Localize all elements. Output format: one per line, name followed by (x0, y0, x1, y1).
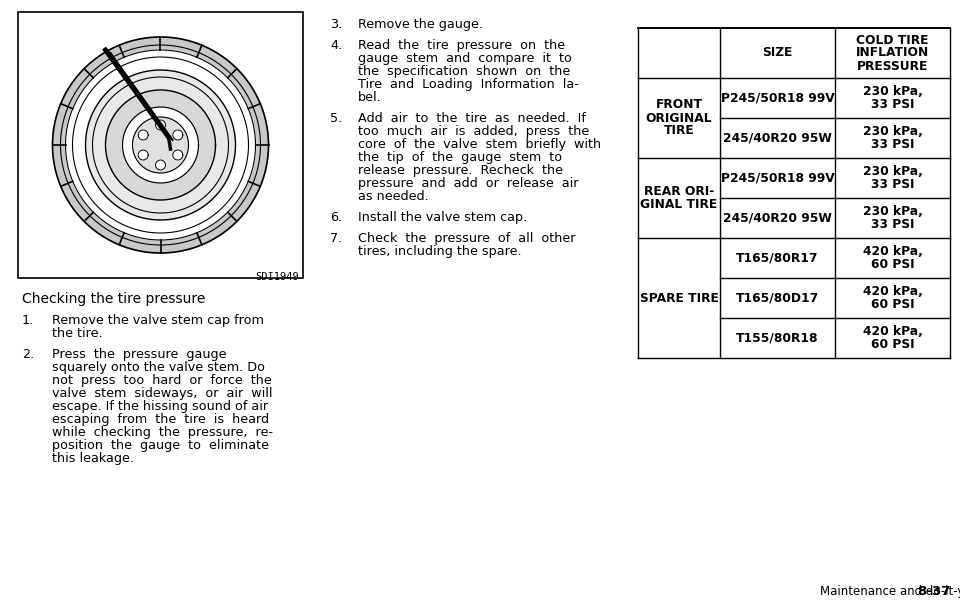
Text: SIZE: SIZE (762, 46, 793, 59)
Text: 230 kPa,: 230 kPa, (863, 205, 923, 218)
Text: REAR ORI-: REAR ORI- (644, 185, 714, 198)
Text: escaping  from  the  tire  is  heard: escaping from the tire is heard (52, 413, 269, 426)
Text: the  tip  of  the  gauge  stem  to: the tip of the gauge stem to (358, 151, 563, 164)
Text: 1.: 1. (22, 314, 35, 327)
Bar (18, 12, 303, 278)
Text: 230 kPa,: 230 kPa, (863, 125, 923, 138)
Polygon shape (173, 150, 182, 160)
Polygon shape (138, 130, 148, 140)
Text: 8-37: 8-37 (917, 585, 950, 598)
Text: COLD TIRE: COLD TIRE (856, 34, 928, 46)
Text: 230 kPa,: 230 kPa, (863, 165, 923, 178)
Text: 420 kPa,: 420 kPa, (863, 245, 923, 258)
Text: Read  the  tire  pressure  on  the: Read the tire pressure on the (358, 39, 565, 52)
Text: 60 PSI: 60 PSI (871, 258, 914, 271)
Polygon shape (173, 130, 182, 140)
Text: 33 PSI: 33 PSI (871, 138, 914, 151)
Text: T155/80R18: T155/80R18 (736, 332, 819, 345)
Text: T165/80D17: T165/80D17 (736, 291, 819, 304)
Text: position  the  gauge  to  eliminate: position the gauge to eliminate (52, 439, 269, 452)
Text: SPARE TIRE: SPARE TIRE (639, 291, 718, 304)
Text: valve  stem  sideways,  or  air  will: valve stem sideways, or air will (52, 387, 273, 400)
Polygon shape (123, 107, 199, 183)
Text: too  much  air  is  added,  press  the: too much air is added, press the (358, 125, 589, 138)
Text: the  specification  shown  on  the: the specification shown on the (358, 65, 570, 78)
Polygon shape (156, 120, 165, 130)
Text: Add  air  to  the  tire  as  needed.  If: Add air to the tire as needed. If (358, 112, 586, 125)
Text: INFLATION: INFLATION (856, 46, 929, 59)
Text: 420 kPa,: 420 kPa, (863, 325, 923, 338)
Text: Press  the  pressure  gauge: Press the pressure gauge (52, 348, 227, 361)
Text: tires, including the spare.: tires, including the spare. (358, 245, 521, 258)
Text: this leakage.: this leakage. (52, 452, 134, 465)
Text: while  checking  the  pressure,  re-: while checking the pressure, re- (52, 426, 273, 439)
Text: escape. If the hissing sound of air: escape. If the hissing sound of air (52, 400, 268, 413)
Text: 60 PSI: 60 PSI (871, 298, 914, 311)
Text: Maintenance and do-it-yourself: Maintenance and do-it-yourself (820, 585, 960, 598)
Polygon shape (138, 150, 148, 160)
Polygon shape (65, 50, 255, 240)
Text: T165/80R17: T165/80R17 (736, 252, 819, 265)
Text: Remove the valve stem cap from: Remove the valve stem cap from (52, 314, 264, 327)
Text: FRONT: FRONT (656, 98, 703, 111)
Text: 6.: 6. (330, 211, 342, 224)
Text: TIRE: TIRE (663, 125, 694, 137)
Text: 60 PSI: 60 PSI (871, 338, 914, 351)
Polygon shape (156, 160, 165, 170)
Text: 3.: 3. (330, 18, 343, 31)
Text: bel.: bel. (358, 91, 382, 104)
Polygon shape (132, 117, 188, 173)
Text: 4.: 4. (330, 39, 342, 52)
Text: P245/50R18 99V: P245/50R18 99V (721, 172, 834, 185)
Text: Check  the  pressure  of  all  other: Check the pressure of all other (358, 232, 575, 245)
Text: 230 kPa,: 230 kPa, (863, 85, 923, 98)
Text: Checking the tire pressure: Checking the tire pressure (22, 292, 205, 306)
Text: 33 PSI: 33 PSI (871, 178, 914, 191)
Text: 245/40R20 95W: 245/40R20 95W (723, 211, 832, 224)
Text: release  pressure.  Recheck  the: release pressure. Recheck the (358, 164, 563, 177)
Text: Remove the gauge.: Remove the gauge. (358, 18, 483, 31)
Text: PRESSURE: PRESSURE (857, 59, 928, 73)
Polygon shape (53, 37, 269, 253)
Polygon shape (85, 70, 235, 220)
Text: 33 PSI: 33 PSI (871, 98, 914, 111)
Text: 7.: 7. (330, 232, 343, 245)
Text: as needed.: as needed. (358, 190, 429, 203)
Text: 245/40R20 95W: 245/40R20 95W (723, 131, 832, 144)
Text: ORIGINAL: ORIGINAL (646, 111, 712, 125)
Text: the tire.: the tire. (52, 327, 103, 340)
Text: 5.: 5. (330, 112, 343, 125)
Text: Install the valve stem cap.: Install the valve stem cap. (358, 211, 527, 224)
Text: SDI1949: SDI1949 (255, 272, 299, 282)
Text: 33 PSI: 33 PSI (871, 218, 914, 231)
Text: 2.: 2. (22, 348, 35, 361)
Text: gauge  stem  and  compare  it  to: gauge stem and compare it to (358, 52, 572, 65)
Text: Tire  and  Loading  Information  la-: Tire and Loading Information la- (358, 78, 579, 91)
Text: GINAL TIRE: GINAL TIRE (640, 198, 718, 211)
Text: 420 kPa,: 420 kPa, (863, 285, 923, 298)
Text: squarely onto the valve stem. Do: squarely onto the valve stem. Do (52, 361, 265, 374)
Text: P245/50R18 99V: P245/50R18 99V (721, 92, 834, 104)
Text: core  of  the  valve  stem  briefly  with: core of the valve stem briefly with (358, 138, 601, 151)
Text: pressure  and  add  or  release  air: pressure and add or release air (358, 177, 579, 190)
Polygon shape (106, 90, 215, 200)
Text: not  press  too  hard  or  force  the: not press too hard or force the (52, 374, 272, 387)
